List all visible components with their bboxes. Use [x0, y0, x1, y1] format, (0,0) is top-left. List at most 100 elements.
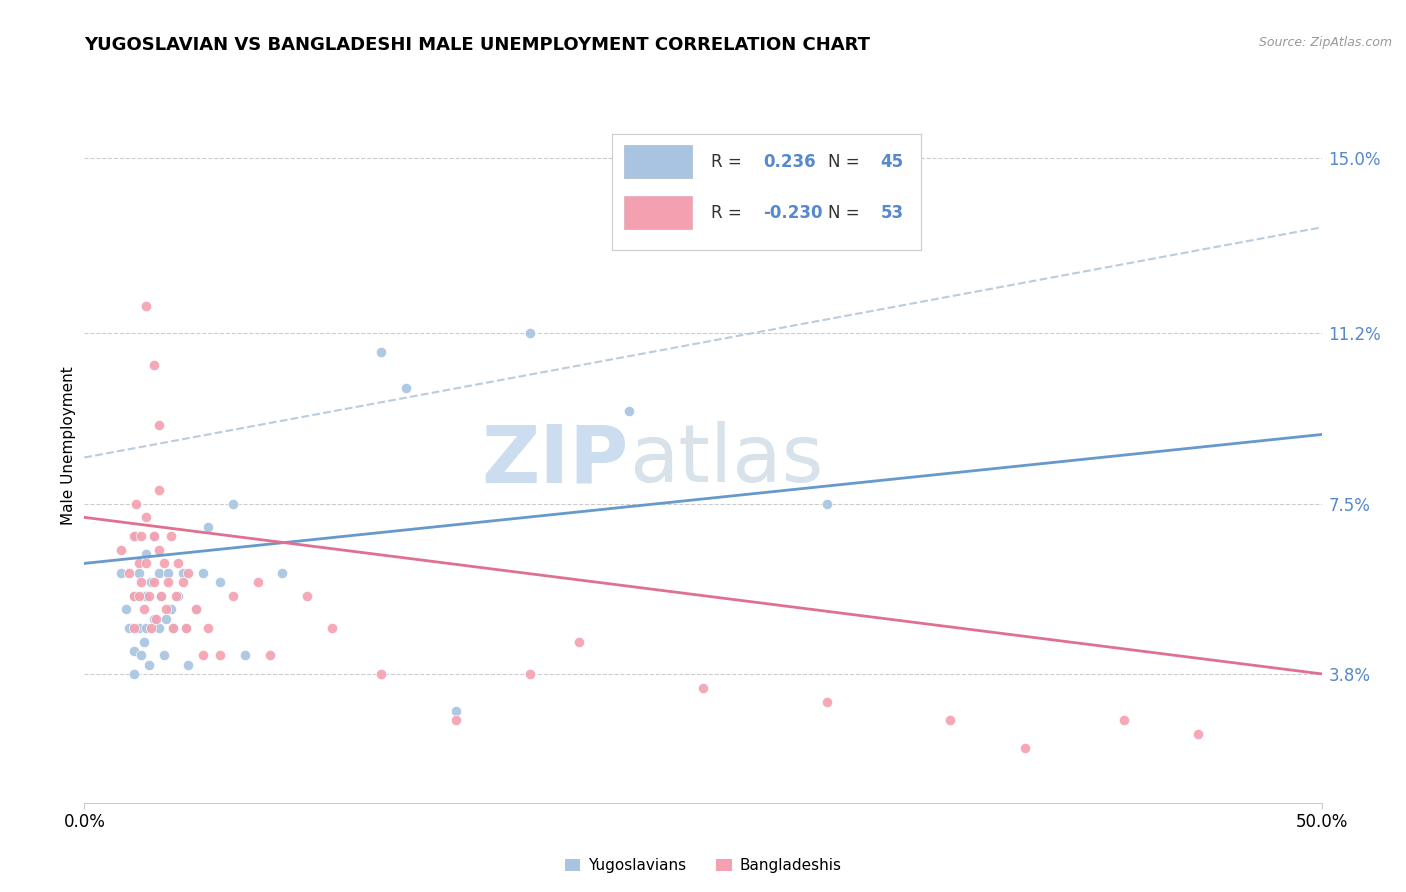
- Point: [135, 621, 157, 635]
- Point: [152, 648, 174, 663]
- Point: [142, 359, 165, 373]
- Point: [148, 418, 170, 433]
- Text: Source: ZipAtlas.com: Source: ZipAtlas.com: [1258, 36, 1392, 49]
- Point: [174, 621, 197, 635]
- Point: [246, 574, 269, 589]
- Point: [128, 557, 150, 571]
- Point: [129, 648, 152, 663]
- Point: [444, 713, 467, 727]
- Point: [135, 557, 157, 571]
- Point: [617, 404, 640, 418]
- Point: [142, 574, 165, 589]
- Point: [138, 657, 160, 672]
- Point: [141, 621, 163, 635]
- Point: [815, 497, 838, 511]
- Text: R =: R =: [710, 203, 747, 221]
- Point: [1014, 740, 1036, 755]
- Bar: [624, 196, 692, 229]
- Text: 0.236: 0.236: [763, 153, 815, 170]
- Point: [152, 557, 174, 571]
- Point: [122, 621, 145, 635]
- Point: [395, 381, 418, 395]
- Point: [110, 542, 132, 557]
- Point: [167, 589, 190, 603]
- Point: [157, 574, 180, 589]
- Point: [939, 713, 962, 727]
- Point: [148, 621, 170, 635]
- Point: [148, 566, 170, 580]
- Point: [125, 529, 148, 543]
- Point: [1187, 727, 1209, 741]
- Point: [222, 589, 245, 603]
- Bar: [624, 145, 692, 178]
- Point: [444, 704, 467, 718]
- Point: [519, 326, 541, 341]
- Point: [157, 566, 180, 580]
- Point: [155, 612, 177, 626]
- Point: [141, 574, 163, 589]
- Point: [142, 529, 165, 543]
- Text: N =: N =: [828, 203, 865, 221]
- Point: [233, 648, 256, 663]
- Point: [370, 666, 392, 681]
- Point: [174, 621, 197, 635]
- Point: [125, 497, 148, 511]
- Point: [142, 612, 165, 626]
- Point: [184, 602, 207, 616]
- Point: [271, 566, 294, 580]
- Point: [132, 589, 155, 603]
- Point: [197, 519, 219, 533]
- Point: [815, 694, 838, 708]
- Point: [162, 621, 184, 635]
- Legend: Yugoslavians, Bangladeshis: Yugoslavians, Bangladeshis: [557, 850, 849, 880]
- Point: [138, 589, 160, 603]
- Point: [148, 483, 170, 497]
- Point: [135, 589, 157, 603]
- Point: [155, 602, 177, 616]
- Point: [110, 566, 132, 580]
- Point: [128, 621, 150, 635]
- Text: 45: 45: [880, 153, 904, 170]
- Point: [519, 666, 541, 681]
- Point: [191, 648, 214, 663]
- Point: [128, 566, 150, 580]
- Point: [115, 602, 138, 616]
- Point: [209, 648, 232, 663]
- Point: [172, 574, 194, 589]
- Point: [150, 589, 173, 603]
- Text: YUGOSLAVIAN VS BANGLADESHI MALE UNEMPLOYMENT CORRELATION CHART: YUGOSLAVIAN VS BANGLADESHI MALE UNEMPLOY…: [84, 36, 870, 54]
- Point: [145, 612, 167, 626]
- Point: [122, 644, 145, 658]
- Point: [122, 589, 145, 603]
- Point: [259, 648, 281, 663]
- Point: [172, 566, 194, 580]
- Y-axis label: Male Unemployment: Male Unemployment: [60, 367, 76, 525]
- Text: 53: 53: [880, 203, 904, 221]
- Point: [165, 589, 187, 603]
- Text: R =: R =: [710, 153, 747, 170]
- Point: [122, 666, 145, 681]
- Point: [128, 589, 150, 603]
- Point: [222, 497, 245, 511]
- Point: [177, 657, 200, 672]
- Text: atlas: atlas: [628, 421, 823, 500]
- Point: [1112, 713, 1135, 727]
- Text: N =: N =: [828, 153, 865, 170]
- Point: [160, 602, 183, 616]
- Point: [135, 299, 157, 313]
- Point: [191, 566, 214, 580]
- Point: [132, 634, 155, 648]
- Point: [142, 529, 165, 543]
- Point: [135, 510, 157, 524]
- Point: [184, 602, 207, 616]
- Point: [568, 634, 591, 648]
- Point: [135, 547, 157, 561]
- Point: [160, 529, 183, 543]
- Point: [132, 602, 155, 616]
- Point: [118, 621, 141, 635]
- Text: -0.230: -0.230: [763, 203, 823, 221]
- Point: [162, 621, 184, 635]
- Point: [122, 589, 145, 603]
- Point: [197, 621, 219, 635]
- Point: [129, 529, 152, 543]
